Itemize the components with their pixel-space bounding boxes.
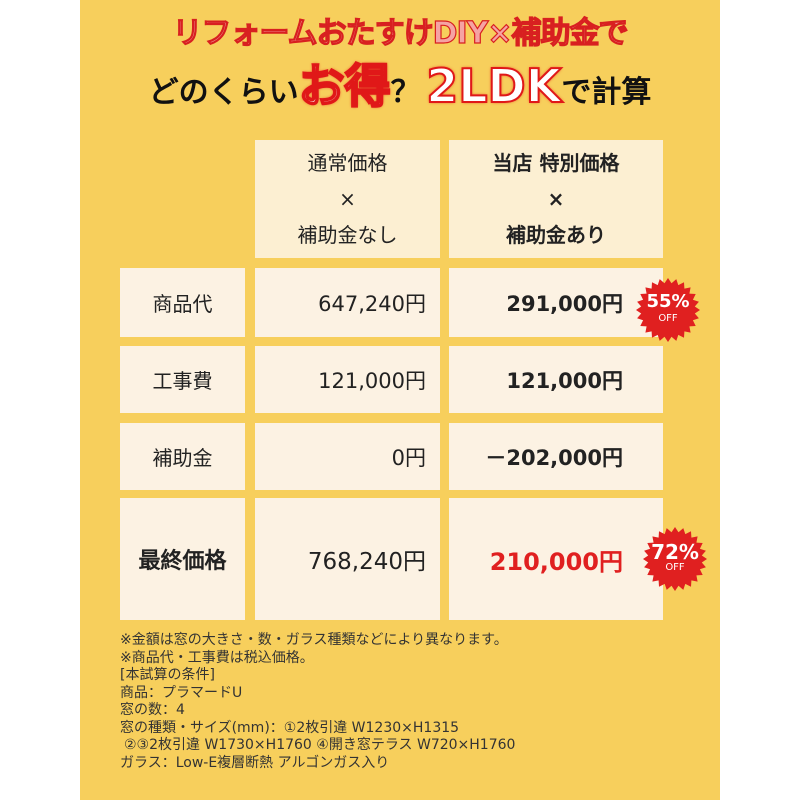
- note-line: 窓の数：4: [120, 702, 185, 718]
- badge-off: OFF: [665, 562, 685, 573]
- normal-price: 768,240円: [255, 498, 440, 620]
- note-line: ※商品代・工事費は税込価格。: [120, 649, 314, 666]
- notes: ※金額は窓の大きさ・数・ガラス種類などにより異なります。 ※商品代・工事費は税込…: [120, 632, 515, 772]
- note-line: ガラス：Low-E複層断熱 アルゴンガス入り: [120, 754, 390, 771]
- header-text: ×: [547, 187, 565, 211]
- badge-percent: 72%: [651, 540, 699, 564]
- badge-off: OFF: [658, 313, 678, 324]
- headline-pre: どのくらい: [148, 75, 299, 110]
- headline-post: で計算: [561, 75, 652, 110]
- header-text: 補助金なし: [297, 223, 398, 247]
- header-normal: 通常価格 × 補助金なし: [255, 140, 440, 258]
- headline-q: ？: [390, 75, 421, 110]
- normal-price: 0円: [255, 423, 440, 490]
- header-text: 当店 特別価格: [492, 151, 620, 175]
- note-line: ※金額は窓の大きさ・数・ガラス種類などにより異なります。: [120, 632, 508, 648]
- headline-line2: どのくらいお得？ 2LDKで計算: [0, 50, 800, 116]
- normal-price: 121,000円: [255, 346, 440, 413]
- note-line: 商品：プラマードU: [120, 684, 243, 701]
- normal-price: 647,240円: [255, 268, 440, 337]
- starburst-icon: [643, 527, 707, 591]
- headline-otoku: お得: [298, 58, 392, 114]
- header-text: ×: [339, 187, 356, 211]
- header-text: 通常価格: [307, 151, 388, 175]
- note-line: [本試算の条件]: [120, 667, 215, 683]
- row-label: 補助金: [120, 423, 245, 490]
- row-label: 商品代: [120, 268, 245, 337]
- badge-percent: 55%: [646, 291, 690, 312]
- special-price: 121,000円: [449, 346, 663, 413]
- headline-2ldk: 2LDK: [425, 58, 562, 114]
- note-line: 窓の種類・サイズ(mm)：①2枚引違 W1230×H1315: [120, 719, 460, 736]
- row-label: 工事費: [120, 346, 245, 413]
- final-special-price: 210,000円: [449, 498, 663, 620]
- starburst-icon: [636, 278, 700, 342]
- note-line: ②③2枚引違 W1730×H1760 ④開き窓テラス W720×H1760: [124, 737, 516, 753]
- header-text: 補助金あり: [506, 223, 606, 247]
- header-special: 当店 特別価格 × 補助金あり: [449, 140, 663, 258]
- headline-line1: リフォームおたすけDIY×補助金で: [172, 15, 629, 51]
- row-label: 最終価格: [120, 498, 245, 620]
- special-price: 291,000円: [449, 268, 663, 337]
- discount-badge-55: 55% OFF: [636, 278, 700, 342]
- special-price: －202,000円: [449, 423, 663, 490]
- discount-badge-72: 72% OFF: [643, 527, 707, 591]
